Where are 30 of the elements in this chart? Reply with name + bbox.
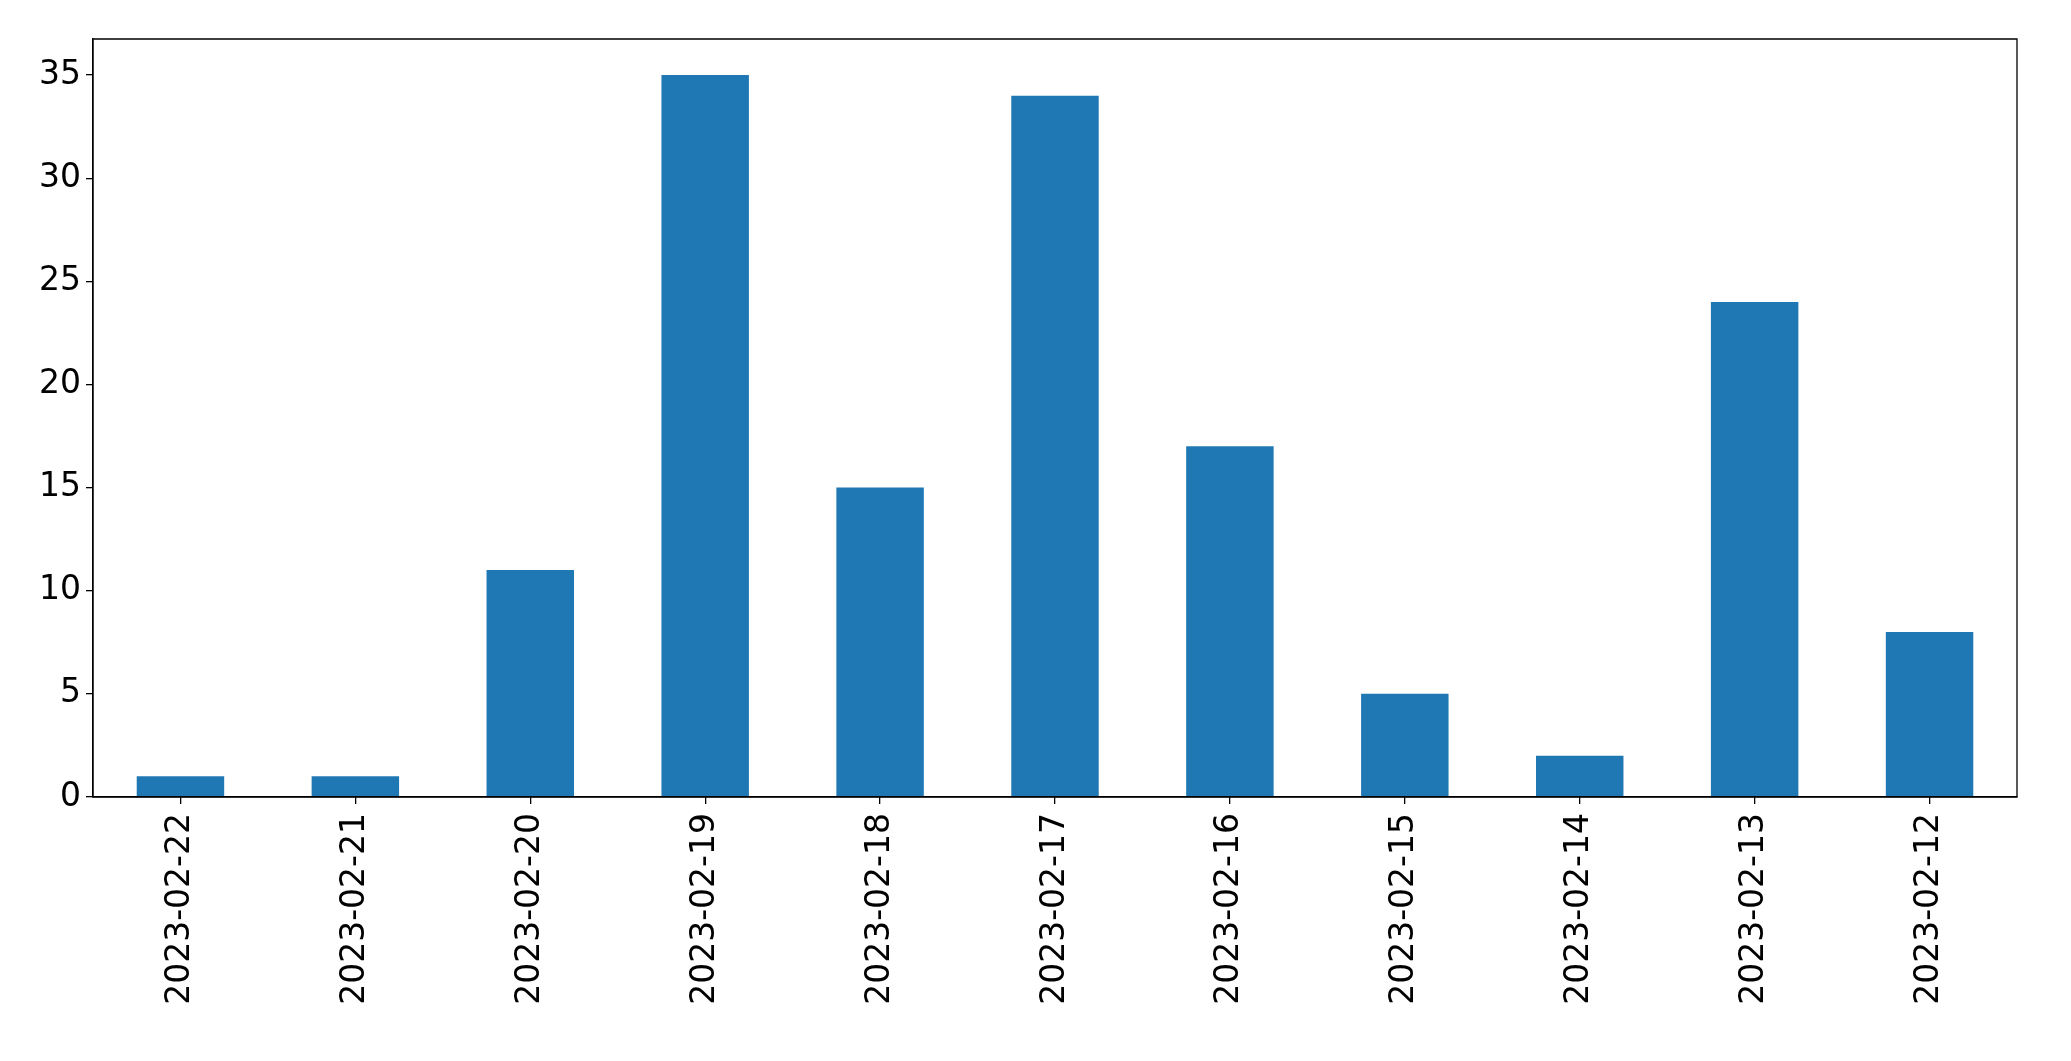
x-tick-label: 2023-02-22 <box>158 813 198 1005</box>
x-tick-label: 2023-02-16 <box>1207 813 1247 1005</box>
bar <box>136 776 225 797</box>
bar <box>661 75 749 797</box>
y-tick-label: 0 <box>60 774 81 814</box>
x-tick-label: 2023-02-17 <box>1032 813 1072 1005</box>
x-tick-label: 2023-02-19 <box>682 813 722 1005</box>
bar <box>486 570 574 797</box>
y-tick-label: 10 <box>39 568 81 608</box>
x-tick-label: 2023-02-13 <box>1732 813 1772 1005</box>
x-tick-label: 2023-02-14 <box>1557 813 1597 1005</box>
y-tick-label: 30 <box>39 155 81 195</box>
bar <box>311 776 400 797</box>
x-tick-label: 2023-02-15 <box>1382 813 1422 1005</box>
bar <box>1186 446 1274 797</box>
x-tick-label: 2023-02-12 <box>1907 813 1947 1005</box>
y-tick-label: 15 <box>39 465 81 505</box>
y-tick-label: 35 <box>39 52 81 92</box>
y-tick-label: 20 <box>39 362 81 402</box>
bar <box>836 487 924 797</box>
y-tick-label: 25 <box>39 258 81 298</box>
bar <box>1011 95 1099 797</box>
y-tick-label: 5 <box>60 671 81 711</box>
x-tick-label: 2023-02-21 <box>332 813 372 1005</box>
bar <box>1361 693 1449 797</box>
bar <box>1536 755 1624 797</box>
x-tick-label: 2023-02-18 <box>857 813 897 1005</box>
x-tick-label: 2023-02-20 <box>507 813 547 1005</box>
bar <box>1885 631 1974 797</box>
bar <box>1710 301 1799 797</box>
